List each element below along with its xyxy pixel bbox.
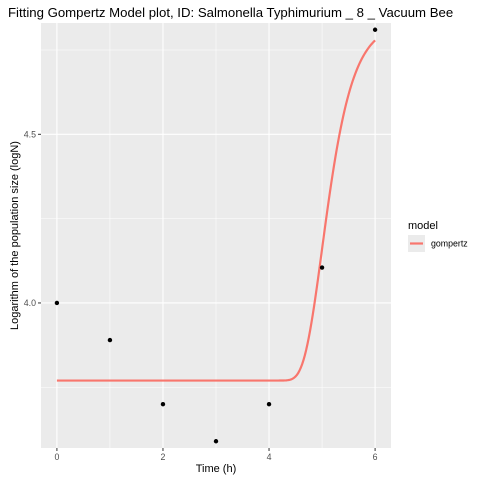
grid-lines [41,23,391,448]
y-tick-label: 4.0 [24,298,36,308]
chart-title: Fitting Gompertz Model plot, ID: Salmone… [8,5,453,20]
x-tick-label: 6 [373,452,378,462]
y-axis-title: Logarithm of the population size (logN) [9,141,21,330]
data-point [266,401,272,407]
legend: model gompertz [408,220,468,252]
legend-label: gompertz [431,239,468,249]
data-point [319,265,325,270]
data-point [160,401,166,407]
x-axis-title: Time (h) [196,463,237,475]
gompertz-curve [56,39,376,382]
model-curves [56,39,376,382]
y-tick-label: 4.5 [24,129,36,139]
data-point [54,300,60,306]
x-tick-label: 0 [54,452,59,462]
axes: 0 2 4 6 4.0 4.5 [24,129,378,462]
data-point [372,27,378,32]
legend-title: model [408,220,438,232]
data-points [54,27,378,444]
data-point [213,439,219,444]
x-tick-label: 4 [267,452,272,462]
data-point [107,337,113,343]
legend-items: gompertz [408,235,468,252]
x-tick-label: 2 [161,452,166,462]
